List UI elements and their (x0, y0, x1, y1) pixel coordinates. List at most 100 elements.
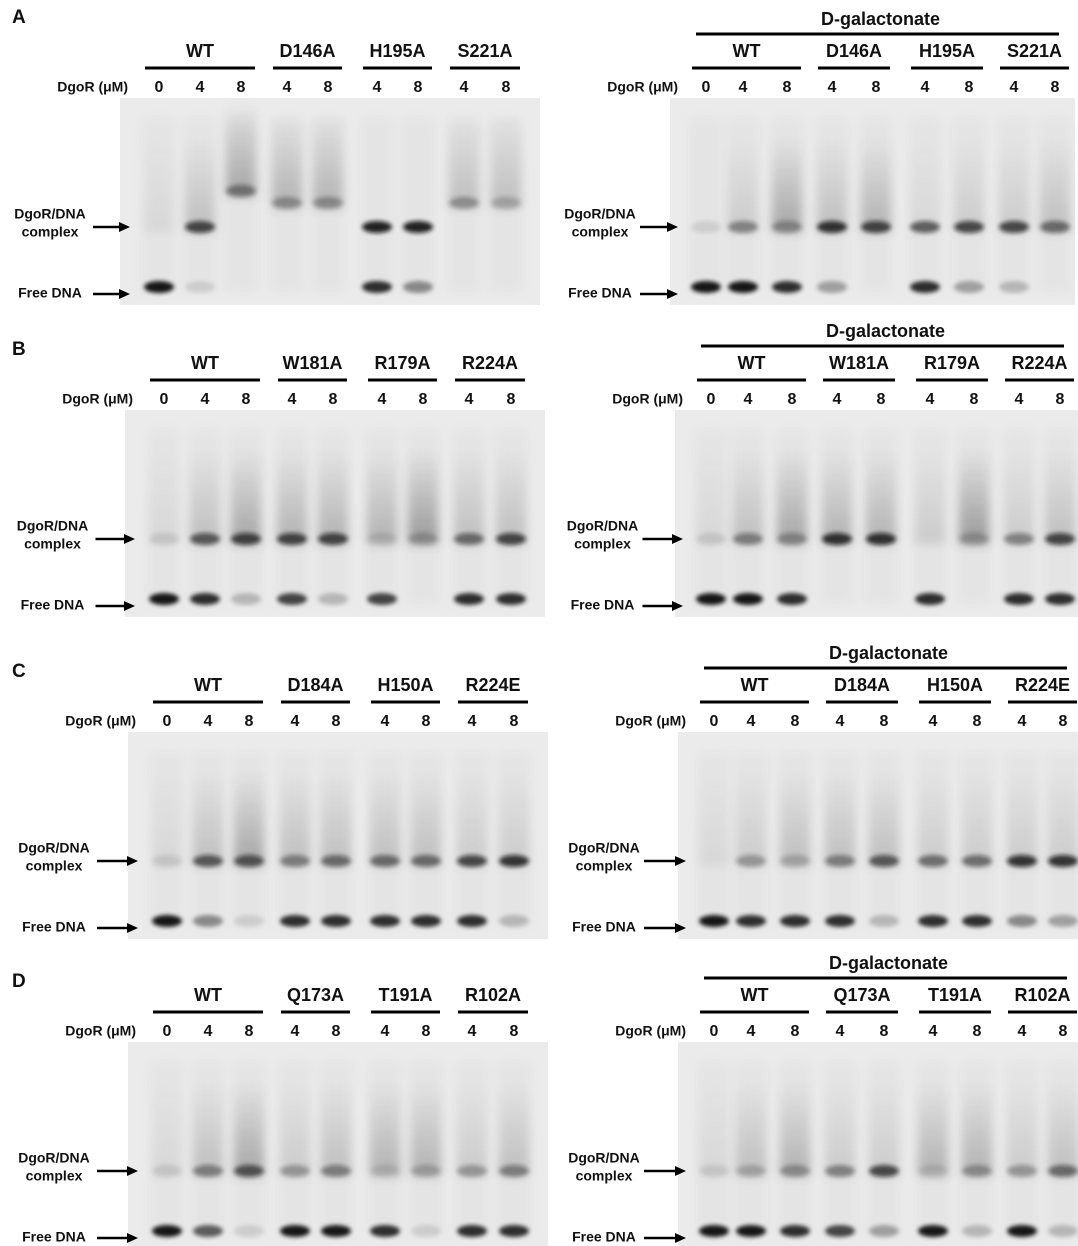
complex-label: DgoR/DNA (17, 518, 89, 534)
complex-band (1004, 533, 1034, 545)
smear (190, 449, 220, 544)
complex-band (449, 197, 479, 209)
free-band (234, 915, 264, 927)
gel-bands (147, 430, 528, 605)
complex-label: DgoR/DNA (18, 1150, 90, 1166)
complex-band (370, 1165, 400, 1177)
complex-label: complex (576, 858, 633, 874)
treatment-label: D-galactonate (829, 643, 948, 663)
dose-label: 8 (783, 79, 792, 96)
free-band (736, 915, 766, 927)
complex-band (736, 1165, 766, 1177)
dose-axis-label: DgoR (μM) (607, 79, 678, 95)
free-band (367, 593, 397, 605)
complex-band (954, 221, 984, 233)
dose-label: 8 (872, 79, 881, 96)
dose-label: 0 (163, 713, 172, 730)
dose-label: 4 (381, 1023, 390, 1040)
complex-band (1007, 855, 1037, 867)
dose-label: 4 (204, 1023, 213, 1040)
smear (231, 449, 261, 544)
smear (1040, 137, 1070, 232)
complex-band (780, 1165, 810, 1177)
group-label: R224A (462, 353, 518, 373)
complex-label: complex (574, 536, 631, 552)
smear (321, 1081, 351, 1176)
free-band (277, 593, 307, 605)
free-band (370, 915, 400, 927)
smear (728, 137, 758, 232)
complex-band (866, 533, 896, 545)
complex-band (454, 533, 484, 545)
complex-band (825, 855, 855, 867)
free-band (496, 593, 526, 605)
smear (411, 1081, 441, 1176)
dose-label: 8 (329, 391, 338, 408)
smear (1048, 771, 1078, 866)
free-band (193, 1225, 223, 1237)
dose-label: 8 (414, 79, 423, 96)
group-label: W181A (282, 353, 342, 373)
smear (152, 1081, 182, 1176)
complex-band (962, 855, 992, 867)
free-band (457, 915, 487, 927)
free-label: Free DNA (568, 285, 632, 301)
gel-bands (697, 1062, 1078, 1237)
group-label: R179A (924, 353, 980, 373)
dose-axis-label: DgoR (μM) (62, 391, 133, 407)
gel-bands (142, 101, 523, 293)
complex-band (152, 855, 182, 867)
group-label: H195A (369, 41, 425, 61)
smear (193, 1081, 223, 1176)
smear (370, 771, 400, 866)
free-label: Free DNA (572, 919, 636, 935)
complex-band (367, 533, 397, 545)
free-band (728, 281, 758, 293)
dose-label: 8 (1059, 713, 1068, 730)
free-band (825, 1225, 855, 1237)
dose-label: 4 (747, 1023, 756, 1040)
smear (866, 449, 896, 544)
gel-bands (697, 752, 1078, 927)
group-label: WT (741, 985, 769, 1005)
complex-label: complex (24, 536, 81, 552)
complex-band (962, 1165, 992, 1177)
arrow-head (675, 1233, 686, 1243)
smear (367, 449, 397, 544)
complex-label: complex (576, 1168, 633, 1184)
smear (962, 1081, 992, 1176)
complex-band (999, 221, 1029, 233)
complex-label: DgoR/DNA (567, 518, 639, 534)
lane (360, 118, 394, 293)
free-band (817, 281, 847, 293)
dose-label: 0 (160, 391, 169, 408)
group-label: S221A (457, 41, 512, 61)
dose-label: 4 (283, 79, 292, 96)
free-label: Free DNA (22, 919, 86, 935)
smear (499, 771, 529, 866)
complex-band (772, 221, 802, 233)
smear (918, 771, 948, 866)
free-band (954, 281, 984, 293)
complex-band (321, 1165, 351, 1177)
complex-band (817, 221, 847, 233)
free-band (772, 281, 802, 293)
smear (234, 1081, 264, 1176)
smear (733, 449, 763, 544)
arrow-head (667, 222, 678, 232)
smear (411, 771, 441, 866)
group-label: WT (194, 675, 222, 695)
group-label: R102A (1014, 985, 1070, 1005)
complex-band (691, 221, 721, 233)
free-band (144, 281, 174, 293)
free-band (280, 1225, 310, 1237)
smear (910, 137, 940, 232)
dose-label: 4 (926, 391, 935, 408)
dose-label: 4 (373, 79, 382, 96)
dose-label: 8 (1056, 391, 1065, 408)
smear (277, 449, 307, 544)
complex-band (226, 185, 256, 197)
complex-band (152, 1165, 182, 1177)
